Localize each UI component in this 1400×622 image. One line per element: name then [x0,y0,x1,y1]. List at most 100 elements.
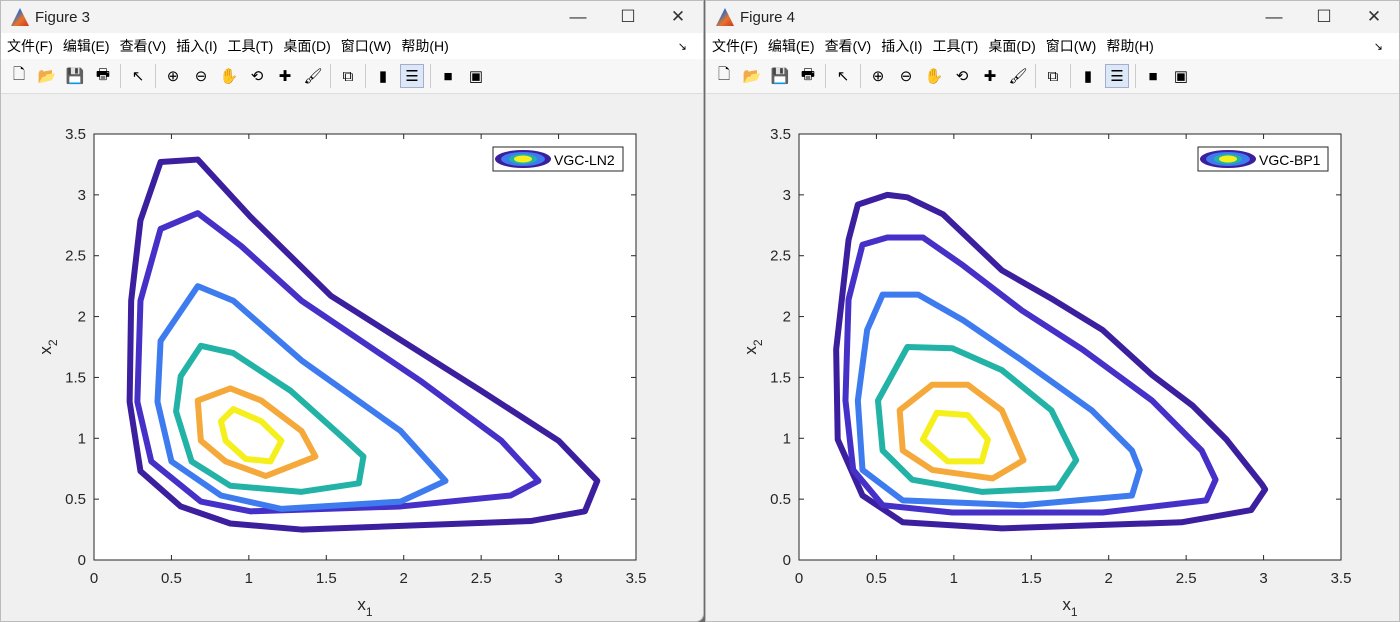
y-tick-label: 2.5 [770,248,791,265]
pan-hand-icon[interactable]: ✋ [924,68,944,85]
close-button[interactable]: ✕ [670,7,686,26]
save-icon[interactable]: 💾 [770,68,790,85]
x-tick-label: 3 [554,570,562,587]
data-cursor-icon[interactable]: ✚ [983,68,997,85]
menu-item[interactable]: 帮助(H) [401,38,449,54]
save-icon[interactable]: 💾 [65,68,85,85]
menu-item[interactable]: 窗口(W) [1045,38,1097,54]
menu-item[interactable]: 帮助(H) [1106,38,1154,54]
x-tick-label: 1 [950,570,958,587]
zoom-out-icon[interactable]: ⊖ [899,68,913,85]
minimize-button[interactable]: — [1265,7,1283,26]
toolbar-separator [860,64,861,88]
title-bar: Figure 3 — ☐ ✕ [1,1,703,33]
legend[interactable]: VGC-LN2 [492,146,624,172]
y-label-text: x [741,346,760,355]
y-tick-label: 0 [78,552,86,569]
hide-plot-tools-icon[interactable]: ■ [1148,67,1158,85]
open-folder-icon[interactable]: 📂 [37,68,57,85]
maximize-button[interactable]: ☐ [1316,7,1332,26]
x-tick-label: 3 [1259,570,1267,587]
maximize-button[interactable]: ☐ [620,7,636,26]
toolbar-separator [1035,64,1036,88]
dock-arrow-icon[interactable]: ↘ [1373,40,1383,53]
minimize-button[interactable]: — [569,7,587,26]
figure-3-window: Figure 3 — ☐ ✕ 文件(F) 编辑(E) 查看(V) 插入(I) 工具(T) 桌面… [0,0,704,622]
legend[interactable]: VGC-BP1 [1197,146,1329,172]
legend-contour-icon [1219,155,1237,163]
y-tick-label: 3 [783,187,791,204]
contour-level-2 [842,234,1219,516]
toolbar: 🗋 📂 💾 🖶 ↖ ⊕ ⊖ ✋ ⟲ ✚ 🖌 ⧉ ▮ ☰ ■ ▣ [706,59,1399,94]
title-bar: Figure 4 — ☐ ✕ [706,1,1399,33]
x-tick-label: 3.5 [1331,570,1352,587]
toolbar-separator [1070,64,1071,88]
window-title: Figure 4 [740,8,796,26]
y-tick-label: 1 [78,430,86,447]
x-tick-label: 0.5 [866,570,887,587]
toolbar-separator [825,64,826,88]
menu-item[interactable]: 插入(I) [881,38,923,54]
plot-area[interactable]: 0 0.5 1 1.5 2 2.5 3 3.500.511.522.533.5x1x2VGC-… [706,94,1400,622]
toolbar-separator [330,64,331,88]
brush-icon[interactable]: 🖌 [1008,68,1028,85]
toolbar-separator [430,64,431,88]
print-icon[interactable]: 🖶 [95,65,111,83]
menu-item[interactable]: 桌面(D) [283,38,331,54]
menu-item[interactable]: 文件(F) [7,38,53,54]
pointer-icon[interactable]: ↖ [131,68,145,85]
link-plot-icon[interactable]: ⧉ [342,67,354,85]
print-icon[interactable]: 🖶 [800,65,816,83]
open-folder-icon[interactable]: 📂 [742,68,762,85]
close-button[interactable]: ✕ [1366,7,1382,26]
show-plot-tools-icon[interactable]: ▣ [1173,68,1189,85]
pan-hand-icon[interactable]: ✋ [219,68,239,85]
menu-bar: 文件(F) 编辑(E) 查看(V) 插入(I) 工具(T) 桌面(D) 窗口(W) 帮助(H)… [706,33,1399,59]
menu-item[interactable]: 编辑(E) [767,38,815,54]
menu-item[interactable]: 工具(T) [932,38,979,54]
figure-4-window: Figure 4 — ☐ ✕ 文件(F) 编辑(E) 查看(V) 插入(I) 工具(T) 桌面… [705,0,1400,622]
new-file-icon[interactable]: 🗋 [12,65,26,83]
plot-area[interactable]: 0 0.5 1 1.5 2 2.5 3 3.500.511.522.533.5x1x2VGC-… [1,94,704,622]
link-plot-icon[interactable]: ⧉ [1047,67,1059,85]
rotate-3d-icon[interactable]: ⟲ [250,68,264,85]
y-tick-label: 1 [783,430,791,447]
menu-item[interactable]: 文件(F) [712,38,758,54]
menu-item[interactable]: 插入(I) [176,38,218,54]
x-tick-label: 2.5 [471,570,492,587]
window-title: Figure 3 [35,8,91,26]
new-file-icon[interactable]: 🗋 [717,65,731,83]
x-label-subscript: 1 [1071,605,1078,619]
contour-level-6 [217,406,285,465]
matlab-logo-icon [716,8,734,26]
menu-item[interactable]: 编辑(E) [62,38,110,54]
pointer-icon[interactable]: ↖ [836,68,850,85]
zoom-out-icon[interactable]: ⊖ [194,68,208,85]
x-tick-label: 3.5 [626,570,647,587]
zoom-in-icon[interactable]: ⊕ [166,68,180,85]
menu-item[interactable]: 工具(T) [227,38,274,54]
contour-level-3 [854,291,1143,509]
rotate-3d-icon[interactable]: ⟲ [955,68,969,85]
y-tick-label: 3.5 [770,126,791,143]
colorbar-icon[interactable]: ▮ [378,68,388,85]
menu-item[interactable]: 查看(V) [119,38,167,54]
menu-item[interactable]: 窗口(W) [340,38,392,54]
show-plot-tools-icon[interactable]: ▣ [468,68,484,85]
legend-icon[interactable]: ☰ [1105,64,1129,88]
dock-arrow-icon[interactable]: ↘ [677,40,687,53]
colorbar-icon[interactable]: ▮ [1083,68,1093,85]
menu-item[interactable]: 查看(V) [824,38,872,54]
menu-item[interactable]: 桌面(D) [988,38,1036,54]
x-axis-label: x1 [357,595,373,619]
brush-icon[interactable]: 🖌 [303,68,323,85]
legend-icon[interactable]: ☰ [400,64,424,88]
toolbar: 🗋 📂 💾 🖶 ↖ ⊕ ⊖ ✋ ⟲ ✚ 🖌 ⧉ ▮ ☰ ■ ▣ [1,59,703,94]
zoom-in-icon[interactable]: ⊕ [871,68,885,85]
toolbar-separator [1135,64,1136,88]
contour-level-1 [126,156,601,533]
data-cursor-icon[interactable]: ✚ [278,68,292,85]
x-tick-label: 2 [400,570,408,587]
hide-plot-tools-icon[interactable]: ■ [443,67,453,85]
contour-level-5 [194,385,319,480]
